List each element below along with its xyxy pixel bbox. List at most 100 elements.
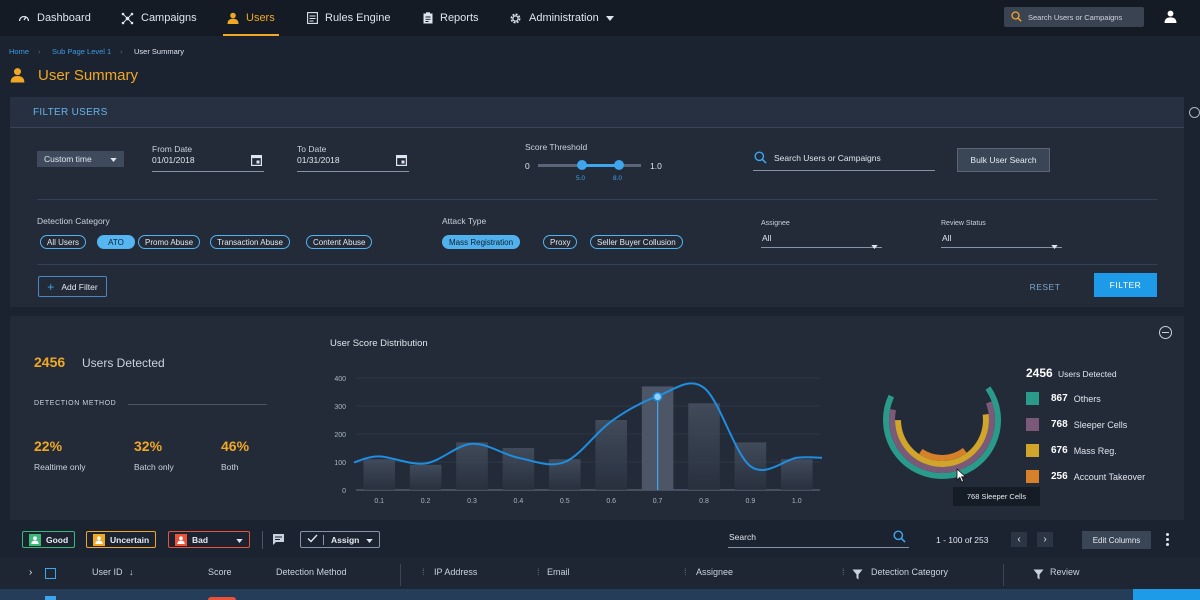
legend-total-label: Users Detected — [1058, 369, 1117, 379]
mark-bad-button[interactable]: Bad — [168, 531, 250, 548]
col-assignee[interactable]: Assignee — [696, 567, 734, 577]
top-nav: Dashboard Campaigns Users Rules Engine R… — [0, 0, 1200, 36]
review-status-select[interactable]: All — [941, 231, 1062, 249]
legend-swatch — [1026, 444, 1039, 457]
prev-page-icon[interactable]: ‹ — [1011, 532, 1027, 547]
good-label: Good — [46, 534, 69, 545]
plus-icon: + — [47, 279, 55, 294]
uncertain-label: Uncertain — [110, 534, 150, 545]
calendar-icon[interactable] — [396, 153, 408, 171]
collapse-filter-icon[interactable] — [1189, 107, 1200, 118]
profile-icon[interactable] — [1164, 10, 1177, 28]
nav-dashboard-label: Dashboard — [37, 12, 91, 24]
score-max-label: 1.0 — [650, 161, 662, 171]
nav-rules-engine[interactable]: Rules Engine — [307, 0, 390, 36]
filter-search-input[interactable]: Search Users or Campaigns — [753, 150, 935, 171]
table-search-input[interactable]: Search — [728, 529, 909, 548]
bar-0.2 — [409, 464, 442, 490]
more-icon[interactable] — [1166, 533, 1169, 546]
chevron-down-icon — [366, 535, 373, 545]
assignee-select[interactable]: All — [761, 231, 882, 249]
row-checkbox[interactable] — [45, 596, 56, 600]
chip-ato[interactable]: ATO — [97, 235, 135, 249]
realtime-label: Realtime only — [34, 462, 86, 472]
nav-administration-label: Administration — [529, 12, 599, 24]
score-min-label: 0 — [525, 161, 530, 171]
chip-seller-buyer-collusion[interactable]: Seller Buyer Collusion — [590, 235, 683, 249]
nav-administration[interactable]: Administration — [509, 0, 614, 36]
time-range-select[interactable]: Custom time — [37, 151, 124, 167]
row-action-button[interactable] — [1133, 589, 1200, 600]
to-date-label: To Date — [297, 144, 327, 154]
detection-method-title: DETECTION METHOD — [34, 400, 117, 407]
chip-content-abuse[interactable]: Content Abuse — [306, 235, 373, 249]
filter-search-placeholder: Search Users or Campaigns — [774, 153, 881, 163]
comment-icon[interactable] — [272, 533, 285, 551]
breadcrumb: Home — [9, 47, 29, 56]
breadcrumb-level1[interactable]: Sub Page Level 1 — [52, 47, 112, 56]
y-tick-label: 100 — [334, 460, 346, 467]
global-search-input[interactable]: Search Users or Campaigns — [1004, 7, 1144, 27]
filter-icon[interactable] — [1033, 567, 1044, 585]
drag-handle-icon[interactable]: ⁞ — [537, 567, 540, 577]
next-page-icon[interactable]: › — [1037, 532, 1053, 547]
chip-proxy[interactable]: Proxy — [543, 235, 578, 249]
select-all-checkbox[interactable] — [45, 568, 56, 579]
users-detected-label: Users Detected — [82, 356, 165, 370]
chip-transaction-abuse[interactable]: Transaction Abuse — [210, 235, 290, 249]
rules-icon — [307, 12, 318, 24]
nav-campaigns[interactable]: Campaigns — [121, 0, 197, 36]
to-date-field[interactable]: 01/31/2018 — [297, 153, 409, 172]
drag-handle-icon[interactable]: ⁞ — [684, 567, 687, 577]
filter-icon[interactable] — [852, 567, 863, 585]
collapse-summary-icon[interactable] — [1159, 326, 1172, 339]
score-slider-range — [582, 164, 619, 167]
table-row[interactable] — [0, 589, 1200, 600]
filter-apply-button[interactable]: FILTER — [1094, 273, 1157, 297]
nav-campaigns-label: Campaigns — [141, 12, 197, 24]
col-detection-method[interactable]: Detection Method — [276, 567, 347, 577]
from-date-field[interactable]: 01/01/2018 — [152, 153, 264, 172]
bar-0.1 — [363, 459, 395, 490]
cursor-icon — [956, 468, 967, 488]
calendar-icon[interactable] — [251, 153, 263, 171]
dashboard-icon — [18, 12, 30, 24]
col-review[interactable]: Review — [1050, 567, 1080, 577]
chevron-down-icon — [871, 236, 878, 254]
edit-columns-button[interactable]: Edit Columns — [1082, 531, 1151, 549]
col-user-id[interactable]: User ID ↓ — [92, 567, 134, 577]
assignee-label: Assignee — [761, 220, 790, 227]
reset-button[interactable]: RESET — [1029, 281, 1061, 292]
global-search-placeholder: Search Users or Campaigns — [1028, 12, 1123, 22]
col-detection-category[interactable]: Detection Category — [871, 567, 949, 577]
nav-users[interactable]: Users — [223, 0, 279, 36]
review-status-label: Review Status — [941, 220, 986, 227]
col-score[interactable]: Score — [208, 567, 232, 577]
campaigns-icon — [121, 12, 134, 25]
add-filter-button[interactable]: + Add Filter — [38, 276, 107, 297]
col-ip-address[interactable]: IP Address — [434, 567, 478, 577]
highlight-point — [652, 392, 663, 402]
chip-promo-abuse[interactable]: Promo Abuse — [138, 235, 201, 249]
mark-good-button[interactable]: Good — [22, 531, 76, 548]
score-slider-handle-high[interactable] — [614, 160, 624, 170]
drag-handle-icon[interactable]: ⁞ — [422, 567, 425, 577]
x-tick-label: 1.0 — [792, 498, 802, 505]
bad-label: Bad — [192, 534, 209, 545]
nav-rules-label: Rules Engine — [325, 12, 391, 24]
x-tick-label: 0.8 — [699, 498, 709, 505]
chip-all-users[interactable]: All Users — [40, 235, 87, 249]
drag-handle-icon[interactable]: ⁞ — [842, 567, 845, 577]
breadcrumb-home[interactable]: Home — [9, 47, 30, 56]
nav-reports[interactable]: Reports — [423, 0, 479, 36]
col-email[interactable]: Email — [547, 567, 570, 577]
score-slider-handle-low[interactable] — [577, 160, 587, 170]
x-tick-label: 0.9 — [746, 498, 756, 505]
nav-dashboard[interactable]: Dashboard — [18, 0, 91, 36]
bulk-user-search-button[interactable]: Bulk User Search — [957, 148, 1050, 172]
assign-select[interactable]: Assign — [300, 531, 380, 548]
expand-all-icon[interactable]: › — [29, 567, 33, 578]
mark-uncertain-button[interactable]: Uncertain — [86, 531, 157, 548]
column-divider — [1003, 564, 1004, 586]
chip-mass-registration[interactable]: Mass Registration — [442, 235, 521, 249]
